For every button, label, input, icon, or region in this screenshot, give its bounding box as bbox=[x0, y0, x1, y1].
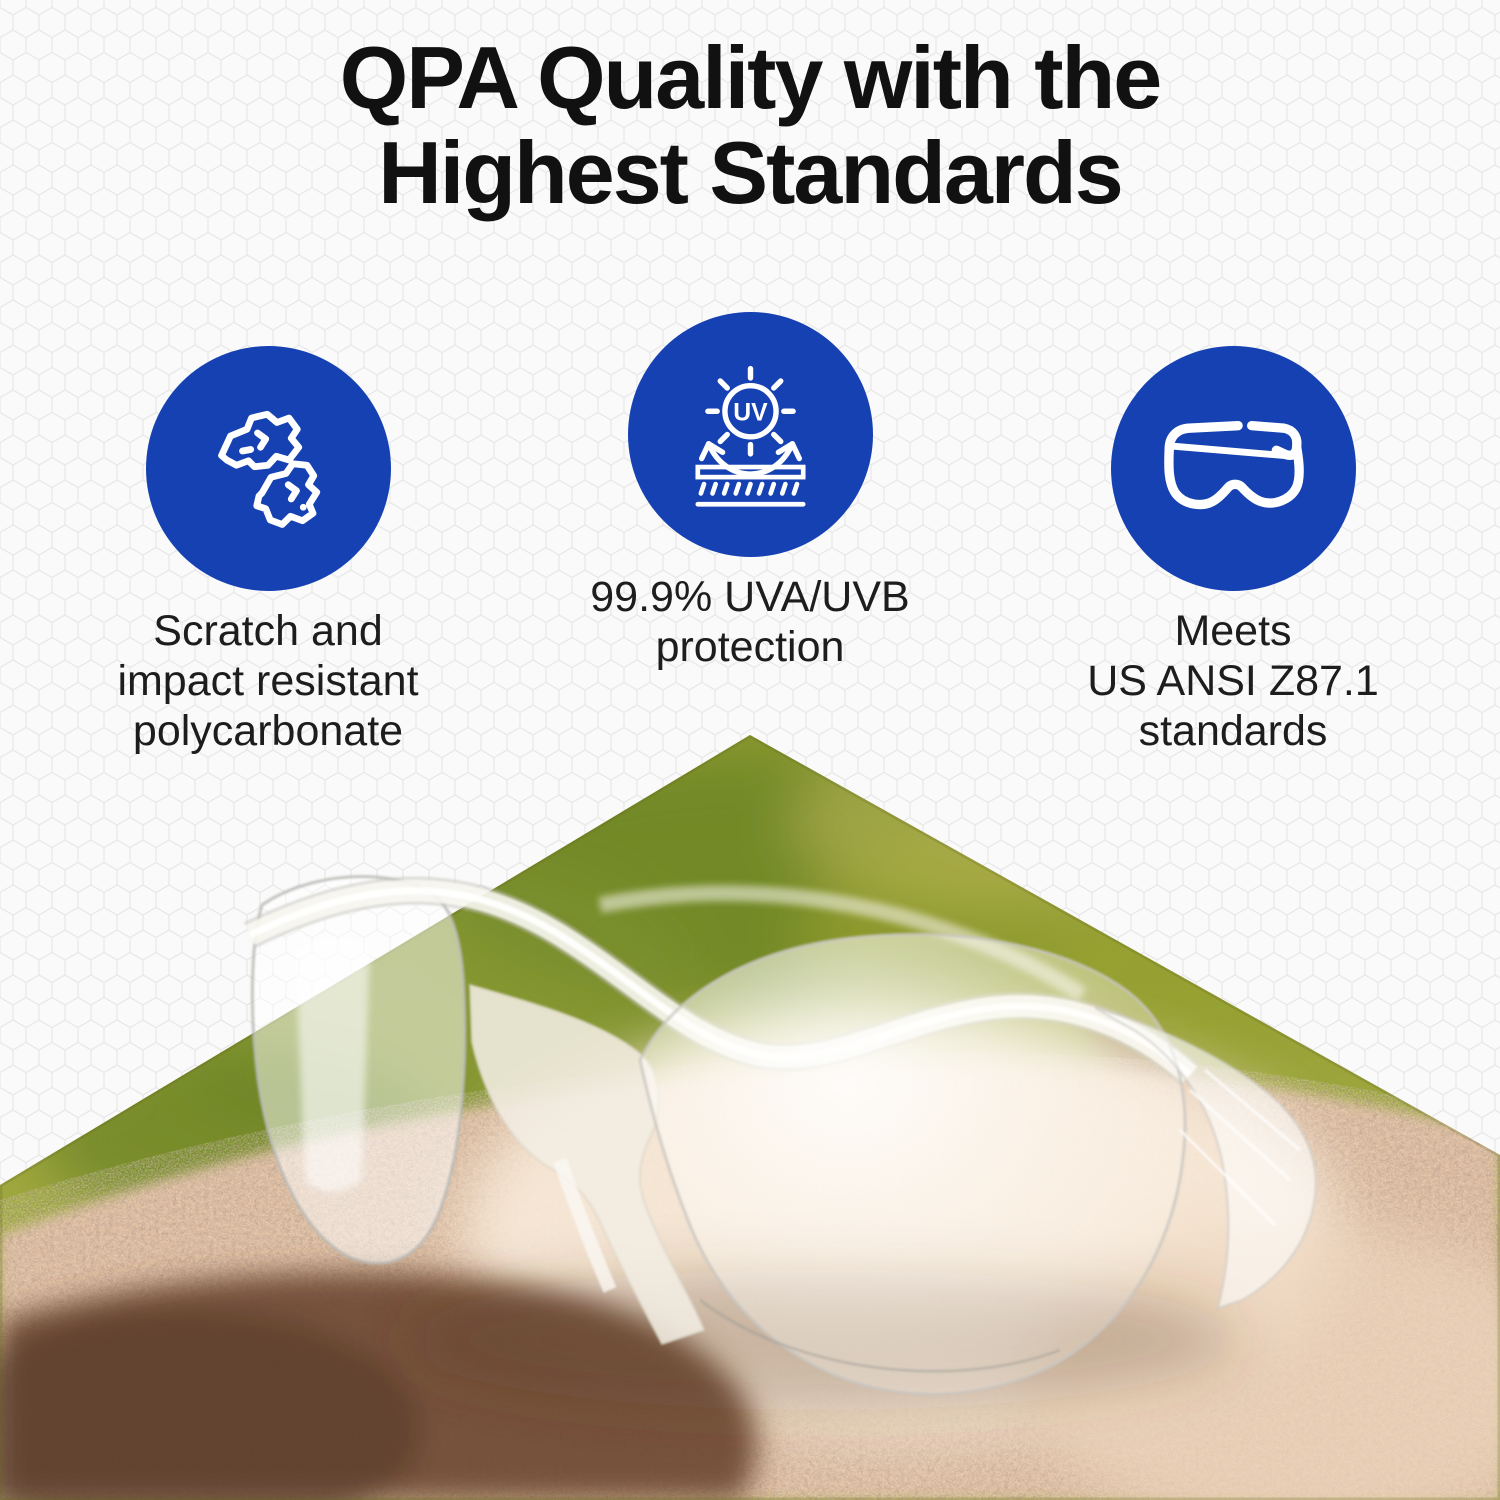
rocks-icon bbox=[218, 410, 321, 528]
title-line-1: QPA Quality with the bbox=[339, 28, 1163, 127]
feature-caption-line: Meets bbox=[1174, 607, 1292, 655]
feature-caption-line: US ANSI Z87.1 bbox=[1087, 656, 1379, 705]
feature-ansi-standards: Meets US ANSI Z87.1 standards bbox=[993, 346, 1473, 757]
feature-caption: 99.9% UVA/UVB protection bbox=[510, 573, 990, 673]
feature-caption-line: Scratch and bbox=[153, 607, 383, 655]
title-line-2: Highest Standards bbox=[378, 123, 1123, 223]
photo-edge bbox=[0, 735, 1500, 1500]
feature-caption-line: standards bbox=[1138, 706, 1328, 755]
uv-label: UV bbox=[733, 400, 768, 427]
feature-badge-circle: UV bbox=[627, 312, 873, 557]
feature-caption-line: polycarbonate bbox=[132, 706, 404, 755]
feature-caption-line: protection bbox=[655, 622, 845, 671]
feature-uv-protection: UV 99.9% UVA/UVB protection bbox=[510, 312, 990, 673]
safety-goggles-icon bbox=[1164, 420, 1304, 509]
feature-caption: Meets US ANSI Z87.1 standards bbox=[993, 607, 1473, 757]
feature-badge-circle bbox=[1110, 346, 1356, 591]
feature-caption-line: impact resistant bbox=[117, 656, 419, 705]
feature-caption-line: 99.9% UVA/UVB bbox=[590, 573, 910, 621]
glasses-ground-shadow bbox=[400, 1270, 1240, 1410]
feature-caption: Scratch and impact resistant polycarbona… bbox=[28, 607, 508, 757]
uv-protection-icon: UV bbox=[694, 365, 806, 507]
feature-badge-circle bbox=[145, 346, 391, 591]
feature-scratch-resistant: Scratch and impact resistant polycarbona… bbox=[28, 346, 508, 757]
page-title: QPA Quality with the Highest Standards bbox=[0, 30, 1500, 220]
